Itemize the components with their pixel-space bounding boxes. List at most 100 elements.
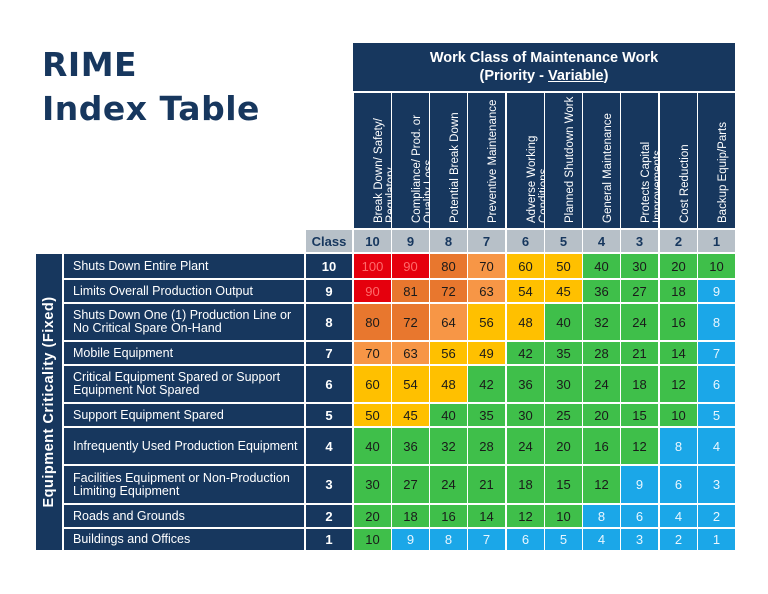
row-class-number: 5 <box>306 404 352 426</box>
index-cell: 72 <box>430 280 467 302</box>
index-cell: 28 <box>468 428 505 464</box>
column-header: Compliance/ Prod. or Quality Loss <box>392 93 435 228</box>
index-cell: 20 <box>660 254 697 278</box>
column-class-number: 4 <box>583 230 620 252</box>
index-cell: 8 <box>698 304 735 340</box>
index-cell: 20 <box>583 404 620 426</box>
index-cell: 12 <box>660 366 697 402</box>
criticality-label-text: Equipment Criticality (Fixed) <box>41 296 57 508</box>
index-cell: 10 <box>545 505 582 527</box>
index-cell: 3 <box>621 529 658 550</box>
class-label: Class <box>306 230 352 252</box>
index-cell: 30 <box>354 466 391 503</box>
index-cell: 7 <box>698 342 735 364</box>
index-cell: 14 <box>468 505 505 527</box>
index-cell: 90 <box>354 280 391 302</box>
column-header: General Maintenance <box>583 93 620 228</box>
row-class-number: 6 <box>306 366 352 402</box>
index-cell: 60 <box>354 366 391 402</box>
index-cell: 24 <box>621 304 658 340</box>
column-header: Preventive Maintenance <box>468 93 505 228</box>
column-header: Planned Shutdown Work <box>545 93 582 228</box>
row-class-number: 10 <box>306 254 352 278</box>
index-cell: 14 <box>660 342 697 364</box>
column-header: Cost Reduction <box>660 93 697 228</box>
column-header-label: Backup Equip/Parts <box>716 121 729 223</box>
index-cell: 63 <box>468 280 505 302</box>
index-cell: 40 <box>583 254 620 278</box>
index-cell: 8 <box>660 428 697 464</box>
index-cell: 27 <box>621 280 658 302</box>
column-class-number: 1 <box>698 230 735 252</box>
index-cell: 28 <box>583 342 620 364</box>
column-header: Break Down/ Safety/ Regulatory <box>354 93 397 228</box>
work-class-header-prefix: (Priority - <box>479 68 548 84</box>
index-cell: 30 <box>545 366 582 402</box>
column-class-number: 2 <box>660 230 697 252</box>
column-class-number: 6 <box>507 230 544 252</box>
row-label: Limits Overall Production Output <box>64 280 304 302</box>
column-header: Adverse Working Conditions <box>507 93 550 228</box>
index-cell: 72 <box>392 304 429 340</box>
work-class-header-suffix: ) <box>603 68 609 84</box>
index-cell: 5 <box>698 404 735 426</box>
index-cell: 18 <box>392 505 429 527</box>
index-cell: 16 <box>430 505 467 527</box>
index-cell: 15 <box>621 404 658 426</box>
row-class-number: 2 <box>306 505 352 527</box>
row-label: Infrequently Used Production Equipment <box>64 428 304 464</box>
index-cell: 56 <box>430 342 467 364</box>
column-class-number: 9 <box>392 230 429 252</box>
index-cell: 63 <box>392 342 429 364</box>
row-label: Shuts Down One (1) Production Line or No… <box>64 304 304 340</box>
index-cell: 20 <box>545 428 582 464</box>
index-cell: 6 <box>698 366 735 402</box>
column-header-label: Potential Break Down <box>448 112 461 223</box>
row-class-number: 7 <box>306 342 352 364</box>
index-cell: 18 <box>621 366 658 402</box>
index-cell: 40 <box>354 428 391 464</box>
index-cell: 42 <box>507 342 544 364</box>
index-cell: 30 <box>507 404 544 426</box>
index-cell: 16 <box>583 428 620 464</box>
index-cell: 90 <box>392 254 429 278</box>
row-label: Facilities Equipment or Non-Production L… <box>64 466 304 503</box>
index-cell: 36 <box>392 428 429 464</box>
work-class-header-line-2: (Priority - Variable) <box>480 67 609 85</box>
index-cell: 40 <box>430 404 467 426</box>
row-class-number: 3 <box>306 466 352 503</box>
index-cell: 32 <box>430 428 467 464</box>
index-cell: 56 <box>468 304 505 340</box>
column-class-number: 7 <box>468 230 505 252</box>
index-cell: 70 <box>354 342 391 364</box>
index-cell: 27 <box>392 466 429 503</box>
index-cell: 49 <box>468 342 505 364</box>
index-cell: 42 <box>468 366 505 402</box>
column-header: Protects Capital Improvements <box>621 93 664 228</box>
index-cell: 100 <box>354 254 391 278</box>
page-title-line-1: RIME <box>42 45 138 84</box>
row-label: Critical Equipment Spared or Support Equ… <box>64 366 304 402</box>
work-class-header: Work Class of Maintenance Work (Priority… <box>353 43 735 91</box>
index-cell: 2 <box>698 505 735 527</box>
row-class-number: 8 <box>306 304 352 340</box>
column-header-label: Preventive Maintenance <box>486 99 499 223</box>
index-cell: 64 <box>430 304 467 340</box>
index-cell: 3 <box>698 466 735 503</box>
index-cell: 70 <box>468 254 505 278</box>
index-cell: 45 <box>392 404 429 426</box>
index-cell: 10 <box>660 404 697 426</box>
index-cell: 48 <box>430 366 467 402</box>
row-label: Shuts Down Entire Plant <box>64 254 304 278</box>
index-cell: 36 <box>507 366 544 402</box>
index-cell: 1 <box>698 529 735 550</box>
work-class-header-underlined: Variable <box>548 68 604 84</box>
criticality-label: Equipment Criticality (Fixed) <box>36 254 62 550</box>
index-cell: 12 <box>507 505 544 527</box>
index-cell: 6 <box>660 466 697 503</box>
index-cell: 7 <box>468 529 505 550</box>
row-class-number: 9 <box>306 280 352 302</box>
index-cell: 18 <box>660 280 697 302</box>
index-cell: 35 <box>468 404 505 426</box>
column-header: Potential Break Down <box>430 93 467 228</box>
